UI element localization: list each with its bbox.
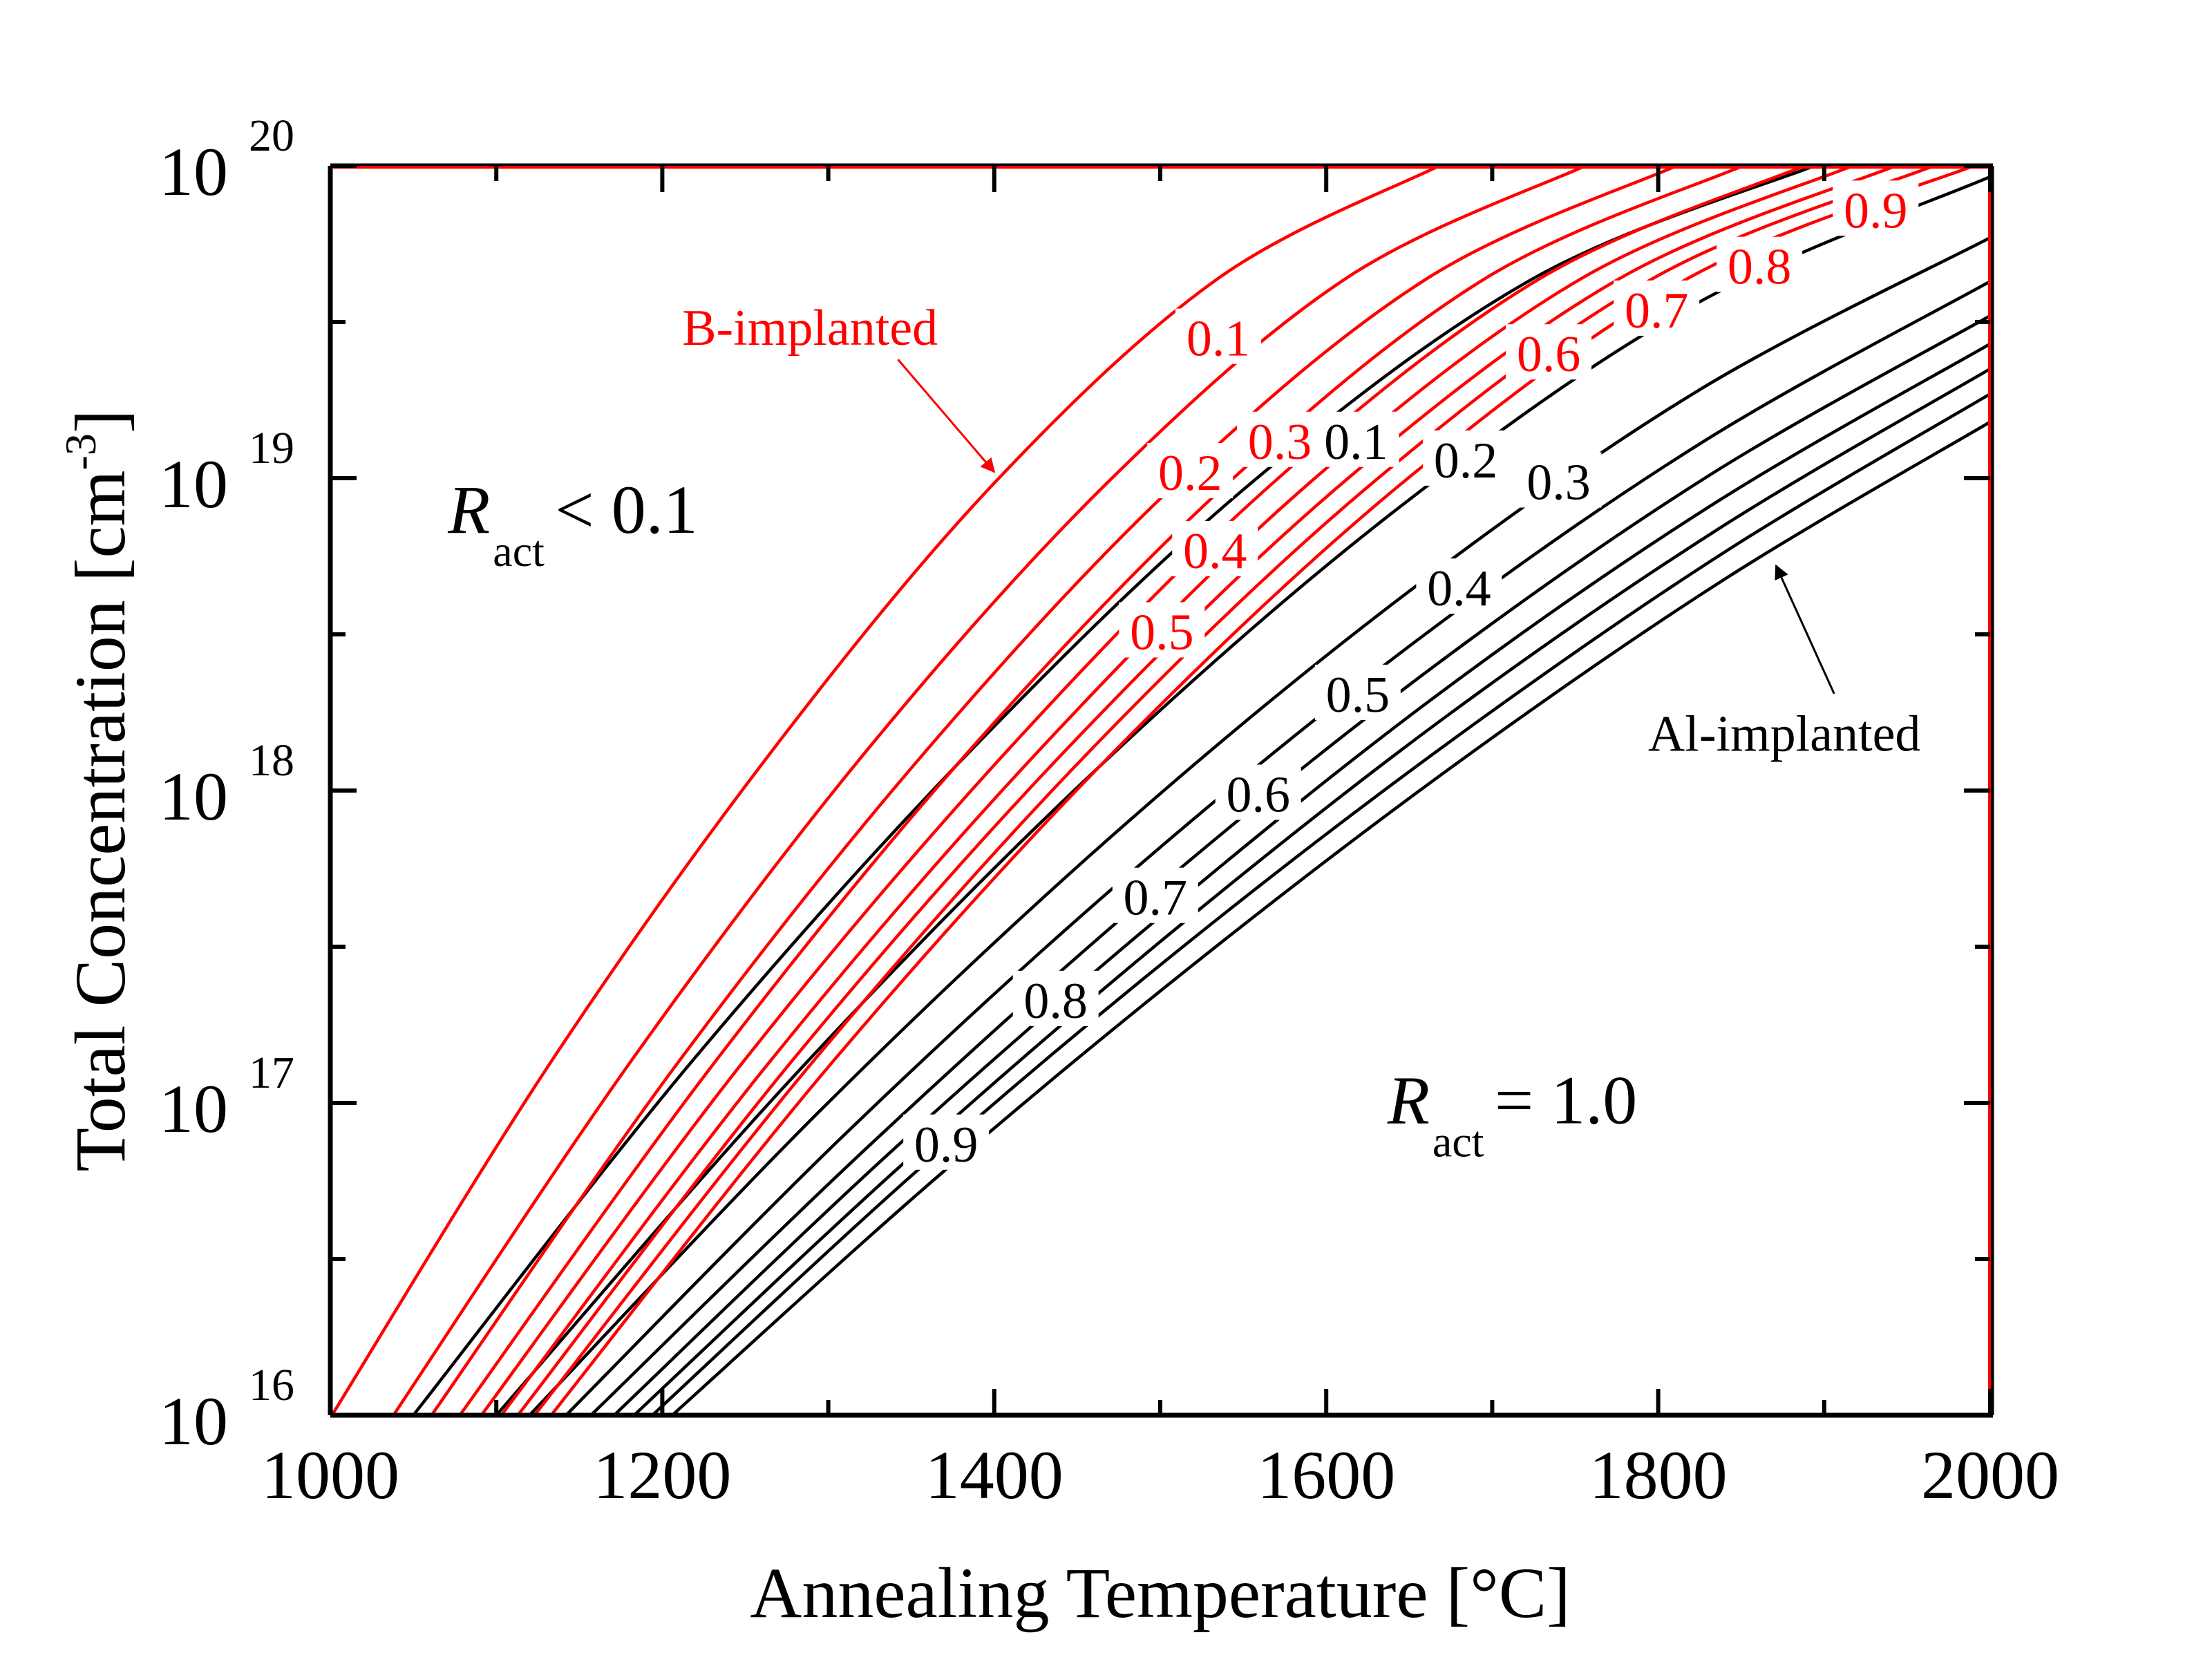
b-contour-label-0.6: 0.6	[1517, 326, 1581, 383]
al-contour-0.5	[589, 314, 1990, 1415]
region-relation: = 1.0	[1495, 1061, 1637, 1138]
al-contour-label-0.7: 0.7	[1124, 870, 1188, 927]
y-tick-label: 10 19	[159, 423, 294, 522]
b-contour-label-bg-0.1	[1175, 308, 1262, 364]
y-tick-label: 10 17	[159, 1048, 294, 1147]
b-contour-label-bg-0.9	[1833, 180, 1919, 236]
b-contour-label-bg-0.3	[1236, 411, 1323, 467]
al-contour-label-bg-0.2	[1422, 430, 1509, 486]
y-tick-base: 10	[159, 446, 228, 522]
al-contour-0.3	[528, 236, 1990, 1415]
x-tick-label: 1000	[261, 1437, 399, 1513]
y-axis-title-main: Total Concentration [cm	[61, 470, 140, 1171]
al-contour-label-0.1: 0.1	[1324, 414, 1388, 471]
region-symbol: R	[447, 471, 490, 548]
annotations: B-implanted Al-implanted	[682, 300, 1920, 763]
b-contour-label-0.8: 0.8	[1728, 239, 1792, 296]
y-axis-title-close: ]	[61, 409, 140, 433]
b-contour-label-bg-0.6	[1506, 324, 1592, 380]
contour-labels: 0.1 0.2 0.30.40.50.60.70.80.90.10.20.30.40…	[903, 180, 1919, 1173]
al-contour-label-bg-0.4	[1416, 558, 1502, 614]
x-tick-label: 1400	[925, 1437, 1064, 1513]
al-contour-label-0.8: 0.8	[1023, 973, 1088, 1030]
y-tick-exponent: 16	[249, 1360, 294, 1410]
b-contour-0.4	[458, 166, 1744, 1415]
y-tick-label: 10 20	[159, 111, 294, 210]
al-contour-label-0.4: 0.4	[1427, 560, 1491, 617]
b-contour-label-0.2: 0.2	[1158, 445, 1222, 502]
b-contour-label-bg-0.8	[1717, 236, 1803, 292]
al-contour-label-bg-0.3	[1515, 452, 1602, 508]
y-tick-base: 10	[159, 133, 228, 210]
axis-ticks: 1000 1200 1400 1600 1800 2000 10 16 10 17 10 18 10 19…	[159, 111, 2059, 1513]
al-contour-0.1	[412, 166, 1815, 1415]
y-tick-base: 10	[159, 1070, 228, 1147]
al-contour-label-0.2: 0.2	[1434, 433, 1498, 489]
al-contour-label-bg-0.8	[1012, 970, 1099, 1026]
b-contour-label-0.5: 0.5	[1130, 604, 1194, 661]
al-contour-label-bg-0.7	[1112, 867, 1198, 923]
b-contour-0.9	[549, 166, 1974, 1415]
al-contour-label-0.6: 0.6	[1226, 767, 1290, 824]
b-contour-label-0.3: 0.3	[1248, 414, 1312, 471]
al-contour-0.9	[671, 420, 1990, 1415]
x-tick-label: 1800	[1589, 1437, 1728, 1513]
y-axis-title: Total Concentration [cm-3]	[56, 409, 140, 1171]
plot-frame	[328, 163, 1994, 1418]
b-implanted-arrow	[897, 359, 996, 473]
al-contour-0.7	[633, 367, 1990, 1415]
y-tick-exponent: 17	[249, 1048, 294, 1098]
al-contour-label-bg-0.1	[1313, 411, 1399, 467]
b-contour-label-0.9: 0.9	[1844, 182, 1908, 239]
al-contour-label-bg-0.9	[903, 1114, 990, 1170]
b-contour-label-bg-0.2	[1147, 442, 1233, 498]
contour-lines	[330, 166, 1990, 1415]
al-contour-0.8	[651, 393, 1990, 1415]
al-contour-label-0.9: 0.9	[914, 1117, 979, 1173]
b-contour-0.1	[330, 166, 1440, 1415]
b-contour-label-bg-0.5	[1119, 602, 1205, 658]
al-contour-0.2	[495, 175, 1990, 1415]
region-relation: < 0.1	[555, 471, 697, 548]
al-contour-label-0.5: 0.5	[1326, 667, 1390, 724]
b-contour-label-0.1: 0.1	[1187, 311, 1251, 368]
b-contour-0.3	[430, 166, 1677, 1415]
b-contour-0.2	[392, 166, 1586, 1415]
b-contour-label-bg-0.4	[1172, 520, 1258, 576]
region-subscript: act	[493, 527, 545, 576]
al-contour-label-bg-0.5	[1314, 664, 1401, 720]
y-tick-exponent: 20	[249, 111, 294, 161]
x-tick-label: 2000	[1921, 1437, 2059, 1513]
y-axis-title-sup: -3	[56, 433, 105, 470]
b-implanted-label: B-implanted	[682, 300, 938, 357]
al-implanted-arrow	[1775, 564, 1835, 694]
y-tick-label: 10 16	[159, 1360, 294, 1459]
x-tick-label: 1200	[593, 1437, 731, 1513]
y-tick-base: 10	[159, 758, 228, 835]
b-contour-label-bg-0.7	[1614, 280, 1700, 336]
region-symbol: R	[1387, 1061, 1430, 1138]
y-tick-base: 10	[159, 1383, 228, 1459]
y-tick-label: 10 18	[159, 735, 294, 835]
b-contour-label-0.7: 0.7	[1625, 283, 1689, 339]
b-contour-0.5	[480, 166, 1805, 1415]
x-tick-label: 1600	[1257, 1437, 1395, 1513]
svg-text:Total Concentration [cm-3]: Total Concentration [cm-3]	[56, 409, 140, 1171]
al-contour-label-0.3: 0.3	[1526, 455, 1591, 511]
al-implanted-label: Al-implanted	[1648, 706, 1921, 763]
region-subscript: act	[1433, 1117, 1484, 1166]
al-contour-label-bg-0.6	[1215, 764, 1301, 820]
x-axis-title: Annealing Temperature [°C]	[750, 1553, 1571, 1633]
y-tick-exponent: 19	[249, 423, 294, 473]
b-contour-label-0.4: 0.4	[1183, 523, 1247, 580]
y-tick-exponent: 18	[249, 735, 294, 786]
